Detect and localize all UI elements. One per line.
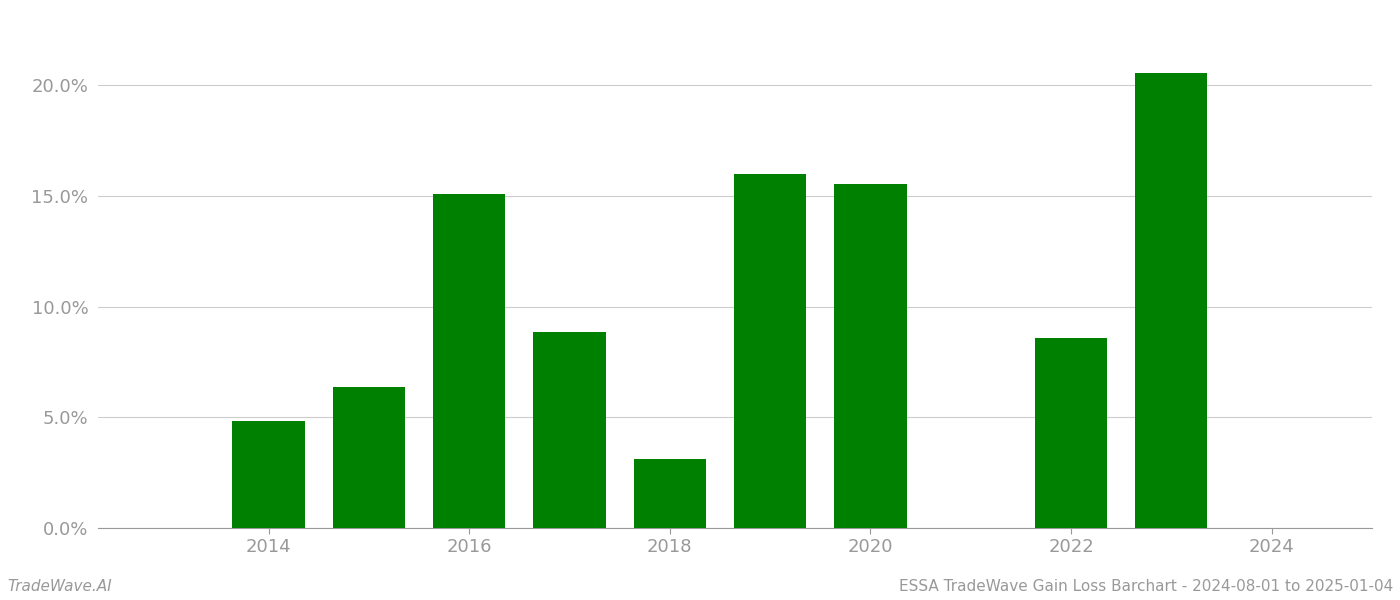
Bar bbox=[1135, 73, 1207, 528]
Bar bbox=[834, 184, 907, 528]
Bar bbox=[1135, 203, 1207, 528]
Text: ESSA TradeWave Gain Loss Barchart - 2024-08-01 to 2025-01-04: ESSA TradeWave Gain Loss Barchart - 2024… bbox=[899, 579, 1393, 594]
Bar bbox=[734, 174, 806, 528]
Bar bbox=[1035, 338, 1107, 528]
Bar bbox=[533, 332, 606, 528]
Bar bbox=[433, 194, 505, 528]
Bar bbox=[634, 460, 706, 528]
Bar bbox=[232, 421, 305, 528]
Text: TradeWave.AI: TradeWave.AI bbox=[7, 579, 112, 594]
Bar bbox=[333, 388, 405, 528]
